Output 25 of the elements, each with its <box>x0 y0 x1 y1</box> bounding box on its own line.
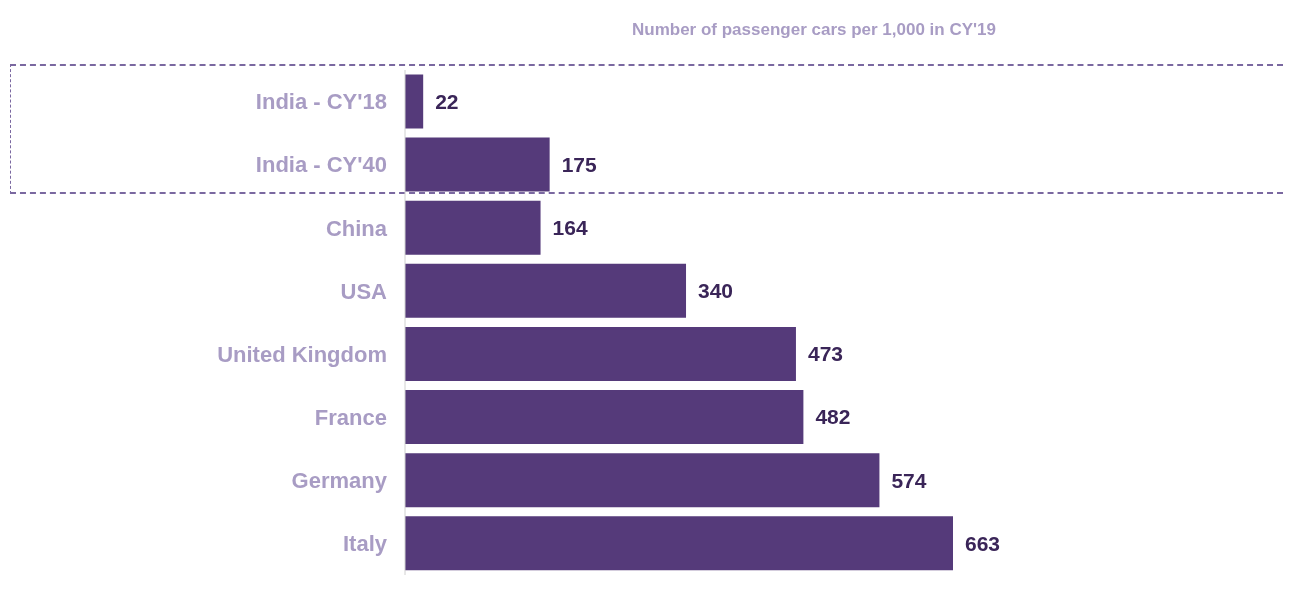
y-tick-label: Germany <box>291 468 388 494</box>
data-label: 482 <box>815 405 851 429</box>
y-tick-label: India - CY'40 <box>255 152 387 178</box>
data-label: 175 <box>561 153 597 176</box>
data-label: 473 <box>807 342 843 366</box>
bar <box>405 74 424 129</box>
bar <box>405 326 796 381</box>
data-label: 574 <box>891 468 927 492</box>
y-tick-label: China <box>325 215 388 241</box>
bar <box>405 263 687 318</box>
y-tick-label: India - CY'18 <box>255 89 387 115</box>
y-tick-label: USA <box>340 278 388 304</box>
y-tick-label: France <box>314 405 387 430</box>
data-label: 164 <box>552 216 588 240</box>
bar <box>405 453 880 508</box>
bar <box>405 137 550 192</box>
bar <box>405 200 541 255</box>
data-label: 22 <box>435 89 459 113</box>
chart-title: Number of passenger cars per 1,000 in CY'19 <box>631 20 997 40</box>
y-tick-label: Italy <box>342 531 388 557</box>
data-label: 663 <box>965 531 1001 555</box>
y-tick-label: United Kingdom <box>217 341 387 367</box>
data-label: 340 <box>698 279 734 303</box>
bar <box>405 516 953 571</box>
bar <box>405 390 804 445</box>
